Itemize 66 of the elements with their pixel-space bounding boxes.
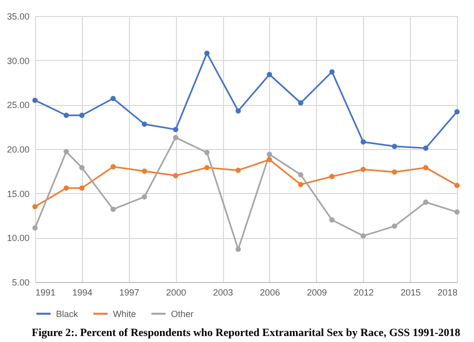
- point: [79, 164, 85, 170]
- y-tick-label: 20.00: [6, 144, 30, 154]
- point: [32, 98, 38, 103]
- point: [454, 182, 460, 188]
- point: [266, 72, 272, 78]
- point: [32, 204, 38, 210]
- x-tick-label: 2009: [306, 288, 327, 298]
- x-tick-label: 2018: [437, 288, 458, 298]
- point: [329, 69, 335, 74]
- text: Figure 2:. Percent of Respondents who Reported Extramarital Sex by Race, GSS 1991-2018: [32, 327, 461, 339]
- point: [266, 152, 272, 157]
- x-tick-label: 1991: [36, 288, 56, 298]
- point: [173, 134, 178, 140]
- point: [64, 112, 69, 118]
- point: [110, 96, 116, 102]
- point: [423, 164, 428, 170]
- y-tick-label: 10.00: [6, 233, 30, 244]
- point: [298, 100, 304, 106]
- y-tick-label: 35.00: [6, 12, 30, 22]
- point: [173, 172, 178, 178]
- point: [329, 174, 335, 180]
- point: [329, 217, 335, 223]
- point: [142, 168, 148, 174]
- point: [298, 172, 304, 178]
- point: [204, 50, 210, 56]
- x-tick-label: 2012: [354, 288, 374, 298]
- point: [423, 200, 428, 205]
- point: [110, 206, 116, 212]
- point: [454, 109, 460, 114]
- point: [79, 112, 85, 118]
- y-tick-label: 25.00: [6, 100, 30, 110]
- y-tick-label: 5.00: [12, 278, 30, 288]
- x-tick-label: 1997: [119, 288, 140, 298]
- point: [64, 149, 69, 154]
- x-tick-label: 2003: [213, 288, 234, 298]
- point: [142, 122, 148, 127]
- point: [298, 182, 304, 188]
- point: [173, 126, 178, 132]
- point: [204, 150, 210, 156]
- x-tick-label: 2006: [260, 288, 280, 298]
- point: [360, 166, 366, 172]
- point: [423, 145, 428, 151]
- x-tick-label: 2015: [400, 288, 421, 298]
- point: [236, 168, 241, 173]
- legend-label: White: [113, 308, 136, 319]
- point: [236, 246, 241, 252]
- point: [64, 185, 69, 191]
- x-tick-label: 1994: [72, 288, 92, 298]
- y-tick-label: 15.00: [6, 188, 30, 199]
- y-tick-label: 30.00: [6, 56, 30, 66]
- point: [32, 225, 38, 231]
- point: [454, 209, 460, 215]
- point: [204, 164, 210, 170]
- point: [360, 233, 366, 239]
- point: [266, 157, 272, 162]
- point: [79, 185, 85, 191]
- legend-label: Other: [171, 308, 194, 319]
- point: [236, 108, 241, 114]
- point: [392, 224, 398, 229]
- point: [392, 144, 398, 149]
- point: [392, 169, 398, 175]
- legend-label: Black: [56, 308, 79, 319]
- point: [110, 164, 116, 170]
- point: [142, 194, 148, 200]
- point: [360, 139, 366, 145]
- x-tick-label: 2000: [166, 288, 186, 298]
